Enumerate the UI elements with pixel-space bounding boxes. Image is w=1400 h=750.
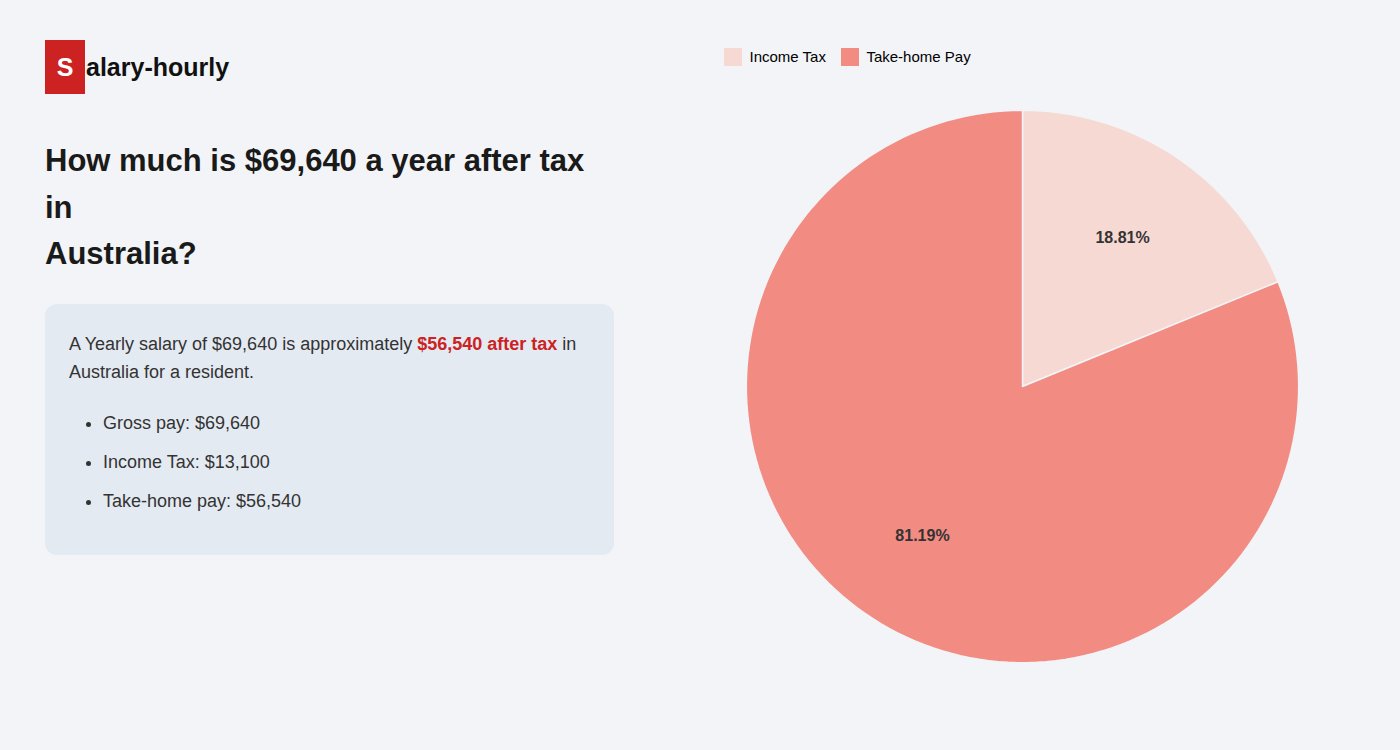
html-text:Income Tax: $13,100: Income Tax: $13,100	[103, 451, 270, 472]
html-text:A Yearly salary of $69,640 is: A Yearly salary of $69,640 is approximat…	[69, 333, 577, 354]
html-text:Gross pay: $69,640: Gross pay: $69,640	[103, 413, 261, 434]
html-text:alary-hourly: alary-hourly	[86, 52, 230, 81]
html-text:Take-home pay: $56,540: Take-home pay: $56,540	[103, 490, 302, 511]
html-text:Income Tax: Income Tax	[749, 48, 826, 65]
html-text:Take-home Pay: Take-home Pay	[866, 48, 971, 65]
html-text:How much is $69,640 a year aft: How much is $69,640 a year after tax in …	[45, 143, 585, 271]
html-text:S: S	[56, 52, 74, 81]
svg-text:81.19%: 81.19%	[895, 527, 949, 544]
svg-text:18.81%: 18.81%	[1095, 229, 1149, 246]
html-text:Australia for a resident.: Australia for a resident.	[69, 362, 255, 383]
